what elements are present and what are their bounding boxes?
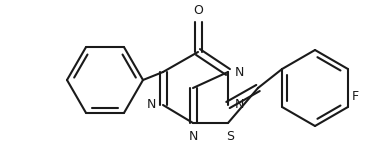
Text: O: O — [193, 4, 203, 17]
Text: F: F — [352, 90, 359, 103]
Text: N: N — [188, 130, 198, 143]
Text: N: N — [235, 99, 244, 112]
Text: N: N — [235, 65, 244, 78]
Text: N: N — [147, 99, 156, 112]
Text: S: S — [226, 130, 234, 143]
